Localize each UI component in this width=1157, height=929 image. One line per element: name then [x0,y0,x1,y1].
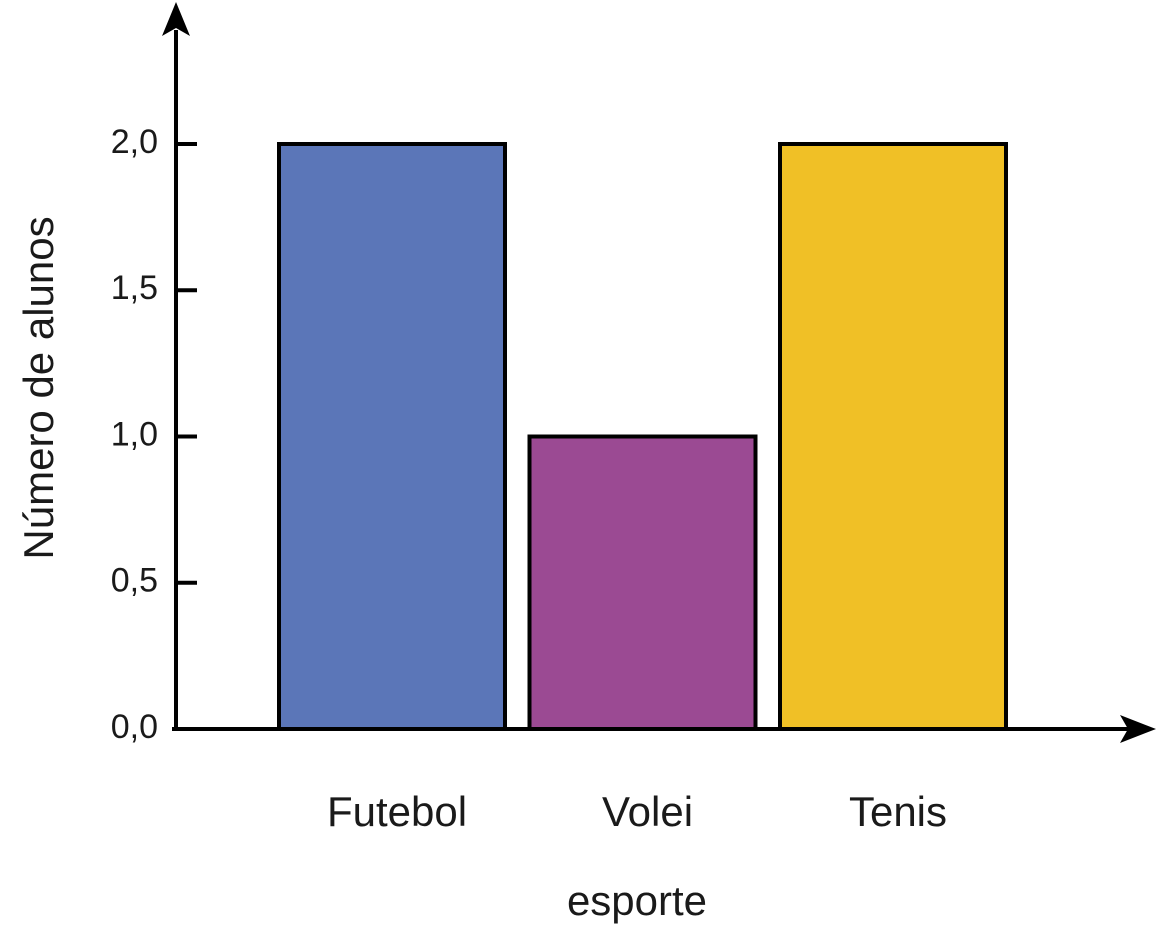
bar-tenis [778,142,1008,731]
y-tick-label: 0,5 [111,562,158,600]
x-category-label: Volei [602,788,693,835]
bar-futebol [277,142,507,731]
x-labels-group: Futebol Volei Tenis [327,788,947,835]
x-category-label: Futebol [327,788,467,835]
bar-volei [527,434,758,731]
y-axis-arrow [162,2,190,36]
y-tick-label: 2,0 [111,123,158,161]
y-tick-label: 1,0 [111,415,158,453]
y-axis-title: Número de alunos [15,216,62,559]
bars-group [277,142,1008,731]
y-tick-label: 1,5 [111,269,158,307]
x-category-label: Tenis [849,788,947,835]
x-axis-arrow [1120,715,1156,743]
y-ticks-group: 0,0 0,5 1,0 1,5 2,0 [111,123,197,746]
x-axis-title: esporte [567,877,707,924]
y-tick-label: 0,0 [111,708,158,746]
